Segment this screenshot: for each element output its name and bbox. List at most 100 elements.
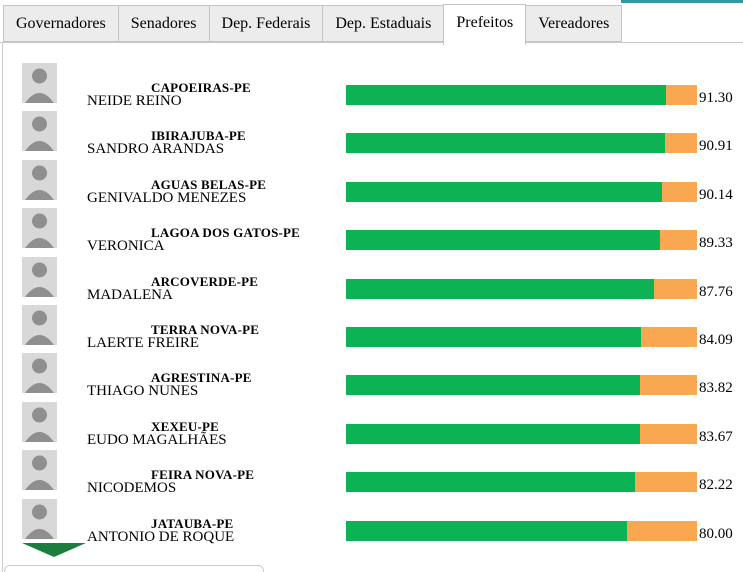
approval-bar-remainder <box>666 85 697 105</box>
candidate-row: XEXEU-PE EUDO MAGALHÃES 83.67 <box>3 401 743 450</box>
approval-value: 89.33 <box>699 235 733 252</box>
person-silhouette-icon <box>22 498 57 539</box>
candidate-row: TERRA NOVA-PE LAERTE FREIRE 84.09 <box>3 304 743 353</box>
candidate-photo <box>22 256 57 297</box>
approval-bar-remainder <box>662 181 697 202</box>
city-label: IBIRAJUBA-PE <box>151 128 246 144</box>
candidate-name: LAERTE FREIRE <box>87 334 200 351</box>
person-silhouette-icon <box>22 111 57 152</box>
approval-bar-fill <box>346 133 666 154</box>
approval-bar <box>346 85 697 105</box>
candidate-photo <box>22 208 57 249</box>
approval-value: 80.00 <box>699 525 733 542</box>
candidate-row: AGRESTINA-PE THIAGO NUNES 83.82 <box>3 353 743 401</box>
results-panel: CAPOEIRAS-PE NEIDE REINO 91.30 IBIRAJUBA… <box>2 43 743 572</box>
approval-bar <box>346 230 697 251</box>
city-label: TERRA NOVA-PE <box>151 321 260 337</box>
city-label: JATAUBA-PE <box>151 515 234 531</box>
candidate-row: IBIRAJUBA-PE SANDRO ARANDAS 90.91 <box>3 111 743 159</box>
city-label: LAGOA DOS GATOS-PE <box>151 225 301 241</box>
candidate-name: EUDO MAGALHÃES <box>87 431 227 448</box>
approval-bar-remainder <box>665 133 697 154</box>
candidate-photo <box>22 159 57 200</box>
tab-prefeitos[interactable]: Prefeitos <box>443 4 527 45</box>
approval-bar <box>346 278 697 299</box>
approval-bar-fill <box>346 326 642 347</box>
approval-bar-fill <box>346 230 660 251</box>
candidate-row: LAGOA DOS GATOS-PE VERONICA 89.33 <box>3 208 743 256</box>
approval-bar <box>346 375 697 396</box>
approval-value: 90.91 <box>699 138 733 155</box>
city-label: AGRESTINA-PE <box>151 370 252 386</box>
approval-bar-fill <box>346 181 663 202</box>
candidate-name: SANDRO ARANDAS <box>87 141 225 158</box>
city-label: ARCOVERDE-PE <box>151 273 259 289</box>
city-label: CAPOEIRAS-PE <box>151 80 251 95</box>
candidate-list: CAPOEIRAS-PE NEIDE REINO 91.30 IBIRAJUBA… <box>3 43 743 547</box>
approval-bar-remainder <box>654 278 697 299</box>
person-silhouette-icon <box>22 208 57 249</box>
approval-bar-remainder <box>659 230 697 251</box>
candidate-row: AGUAS BELAS-PE GENIVALDO MENEZES 90.14 <box>3 159 743 208</box>
approval-value: 82.22 <box>699 477 733 494</box>
candidate-name: NEIDE REINO <box>87 93 182 109</box>
approval-bar <box>346 326 697 347</box>
city-label: AGUAS BELAS-PE <box>151 176 267 192</box>
candidate-row: CAPOEIRAS-PE NEIDE REINO 91.30 <box>3 63 743 111</box>
person-silhouette-icon <box>22 450 57 491</box>
approval-value: 87.76 <box>699 283 733 300</box>
candidate-name: THIAGO NUNES <box>87 383 199 400</box>
city-label: FEIRA NOVA-PE <box>151 467 255 483</box>
approval-bar <box>346 133 697 154</box>
approval-value: 91.30 <box>699 90 733 106</box>
approval-value: 90.14 <box>699 186 733 203</box>
approval-value: 83.67 <box>699 428 733 445</box>
candidate-name: GENIVALDO MENEZES <box>87 189 247 206</box>
candidate-name: VERONICA <box>87 238 165 255</box>
candidate-photo <box>22 450 57 491</box>
candidate-photo <box>22 63 57 103</box>
person-silhouette-icon <box>22 304 57 345</box>
tab-vereadores[interactable]: Vereadores <box>525 5 623 42</box>
candidate-photo <box>22 304 57 345</box>
approval-bar-fill <box>346 423 640 444</box>
candidate-name: ANTONIO DE ROQUE <box>87 528 235 545</box>
approval-bar-fill <box>346 520 627 541</box>
candidate-photo <box>22 401 57 442</box>
person-silhouette-icon <box>22 63 57 103</box>
scroll-down-arrow-icon[interactable] <box>22 543 86 557</box>
candidate-name: NICODEMOS <box>87 480 177 497</box>
bottom-panel-edge <box>4 565 264 572</box>
approval-bar-remainder <box>641 326 697 347</box>
person-silhouette-icon <box>22 159 57 200</box>
approval-value: 83.82 <box>699 380 733 397</box>
approval-bar-fill <box>346 375 641 396</box>
approval-bar-fill <box>346 85 667 105</box>
approval-bar <box>346 520 697 541</box>
approval-bar-remainder <box>639 423 697 444</box>
approval-bar <box>346 181 697 202</box>
person-silhouette-icon <box>22 401 57 442</box>
tab-governadores[interactable]: Governadores <box>3 5 119 42</box>
tab-dep-federais[interactable]: Dep. Federais <box>208 5 324 42</box>
tab-bar: Governadores Senadores Dep. Federais Dep. E… <box>0 0 743 45</box>
candidate-photo <box>22 111 57 152</box>
candidate-row: ARCOVERDE-PE MADALENA 87.76 <box>3 256 743 305</box>
approval-bar <box>346 423 697 444</box>
tab-senadores[interactable]: Senadores <box>117 5 210 42</box>
approval-value: 84.09 <box>699 331 733 348</box>
approval-bar-fill <box>346 472 635 493</box>
candidate-name: MADALENA <box>87 286 173 303</box>
tab-bar-right-panel <box>621 0 743 42</box>
city-label: XEXEU-PE <box>151 418 220 434</box>
person-silhouette-icon <box>22 353 57 394</box>
approval-bar-remainder <box>640 375 697 396</box>
candidate-photo <box>22 353 57 394</box>
person-silhouette-icon <box>22 256 57 297</box>
approval-bar <box>346 472 697 493</box>
candidate-photo <box>22 498 57 539</box>
approval-bar-remainder <box>626 520 697 541</box>
candidate-row: JATAUBA-PE ANTONIO DE ROQUE 80.00 <box>3 498 743 547</box>
tab-dep-estaduais[interactable]: Dep. Estaduais <box>322 5 445 42</box>
